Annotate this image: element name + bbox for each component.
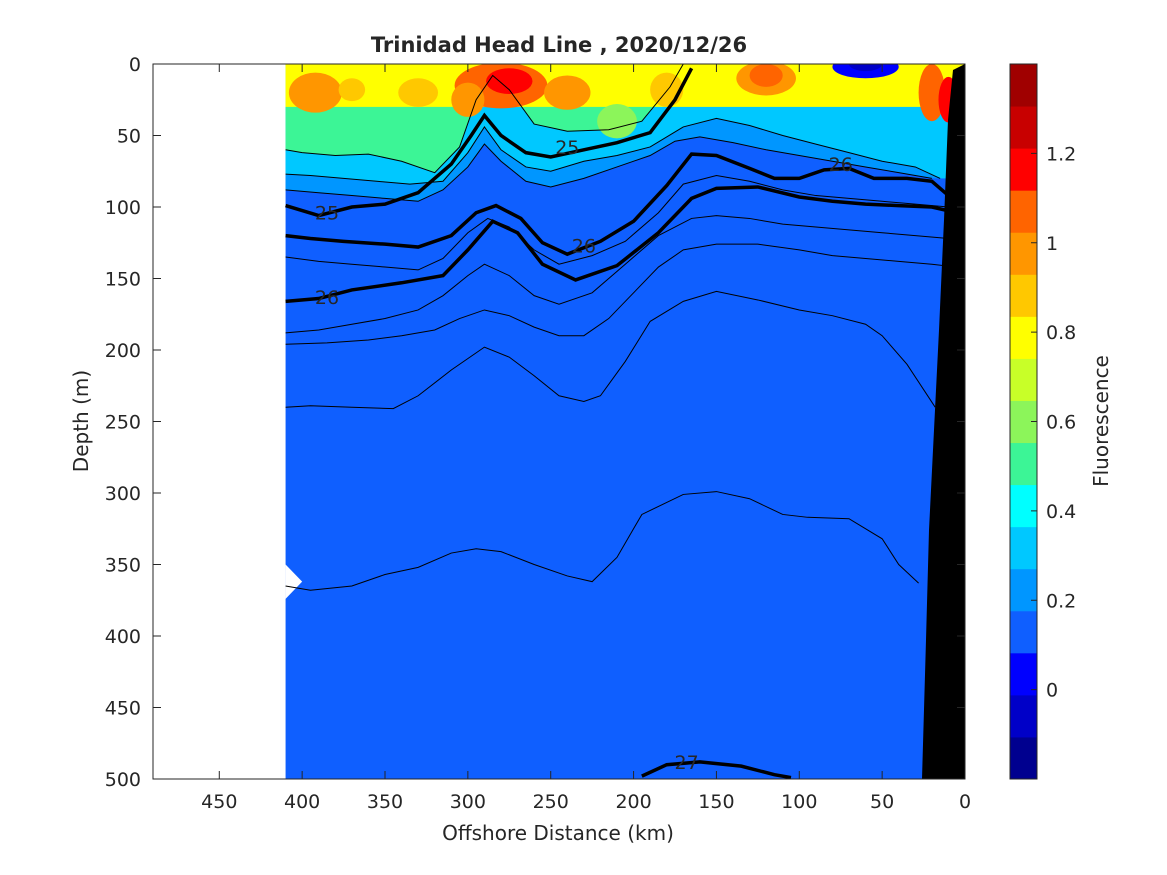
colorbar-swatch: [1010, 274, 1037, 317]
field-patch: [918, 64, 946, 122]
y-tick-label: 150: [105, 269, 141, 291]
contour-label: 26: [572, 236, 596, 258]
colorbar-swatch: [1010, 610, 1037, 654]
density-contour-bold: [641, 760, 792, 779]
colorbar-tick-label: 0.4: [1046, 501, 1076, 523]
field-patch: [849, 64, 883, 72]
density-contour-line: [285, 64, 684, 174]
density-contour-bold: [285, 185, 958, 304]
field-patch: [451, 82, 485, 117]
y-tick-label: 0: [129, 54, 141, 76]
y-axis-label: Depth (m): [69, 370, 93, 472]
seafloor-bathymetry: [922, 64, 965, 779]
density-contour-line: [285, 215, 949, 334]
colorbar: 0 0.2 0.4 0.6 0.8 1 1.2: [1009, 63, 1076, 780]
field-patch: [597, 104, 637, 139]
colorbar-swatch: [1010, 358, 1037, 401]
colorbar-swatch: [1010, 148, 1037, 191]
plot-area: 25 25 26 26 26 27: [153, 64, 965, 779]
density-contour-bold: [285, 152, 950, 257]
y-tick-label: 500: [105, 769, 141, 791]
contour-label: 26: [315, 287, 339, 309]
contour-label: 26: [829, 154, 853, 176]
colorbar-swatch: [1010, 316, 1037, 359]
colorbar-tick-label: 0.8: [1046, 322, 1076, 344]
y-tick-label: 200: [105, 340, 141, 362]
colorbar-tick-label: 1.2: [1046, 143, 1076, 165]
colorbar-swatch: [1010, 64, 1037, 107]
y-tick-label: 100: [105, 197, 141, 219]
x-tick-label: 350: [367, 791, 403, 813]
contour-label: 25: [555, 137, 579, 159]
field-patch: [338, 78, 366, 102]
colorbar-swatch: [1010, 694, 1037, 738]
x-tick-label: 250: [533, 791, 569, 813]
x-tick-label: 150: [698, 791, 734, 813]
x-tick-label: 450: [201, 791, 237, 813]
y-tick-label: 400: [105, 626, 141, 648]
y-tick-label: 300: [105, 483, 141, 505]
density-contour-line: [285, 243, 957, 345]
x-tick-label: 400: [284, 791, 320, 813]
x-axis: 450 400 350 300 250 200 150 100 50 0: [201, 64, 971, 813]
field-patch: [544, 75, 591, 110]
colorbar-swatch: [1010, 232, 1037, 275]
colorbar-tick-label: 0.6: [1046, 412, 1076, 434]
density-contour-line: [285, 175, 949, 271]
field-patch: [486, 68, 533, 95]
colorbar-swatch: [1010, 190, 1037, 233]
y-tick-label: 350: [105, 555, 141, 577]
colorbar-swatch: [1010, 568, 1037, 612]
x-tick-label: 50: [870, 791, 894, 813]
contour-label: 25: [315, 203, 339, 225]
x-tick-label: 300: [450, 791, 486, 813]
no-data-notch: [285, 564, 303, 599]
colorbar-tick-label: 0: [1046, 680, 1058, 702]
density-contours: 25 25 26 26 26 27: [285, 64, 958, 779]
contour-label: 27: [675, 752, 699, 774]
colorbar-swatch: [1010, 736, 1037, 780]
colorbar-swatch: [1010, 484, 1037, 528]
chart-title: Trinidad Head Line , 2020/12/26: [371, 33, 747, 57]
field-patch: [398, 78, 439, 107]
x-tick-label: 100: [781, 791, 817, 813]
x-axis-label: Offshore Distance (km): [442, 821, 674, 845]
colorbar-tick-label: 1: [1046, 233, 1058, 255]
y-tick-label: 450: [105, 698, 141, 720]
colorbar-swatch: [1010, 652, 1037, 696]
y-axis: 0 50 100 150 200 250 300 350 400 450 500: [105, 54, 965, 791]
density-contour-line: [285, 136, 932, 202]
density-contour-bold: [285, 67, 694, 218]
x-tick-label: 200: [615, 791, 651, 813]
colorbar-swatch: [1010, 106, 1037, 149]
colorbar-swatch: [1010, 442, 1037, 486]
x-tick-label: 0: [959, 791, 971, 813]
y-tick-label: 50: [117, 126, 141, 148]
colorbar-swatch: [1010, 526, 1037, 570]
density-contour-line: [285, 491, 919, 591]
colorbar-label: Fluorescence: [1089, 355, 1113, 487]
y-tick-label: 250: [105, 412, 141, 434]
field-patch: [749, 64, 783, 87]
density-contour-line: [285, 117, 941, 185]
colorbar-tick-label: 0.2: [1046, 590, 1076, 612]
density-contour-line: [285, 290, 936, 410]
field-patch: [288, 72, 342, 113]
